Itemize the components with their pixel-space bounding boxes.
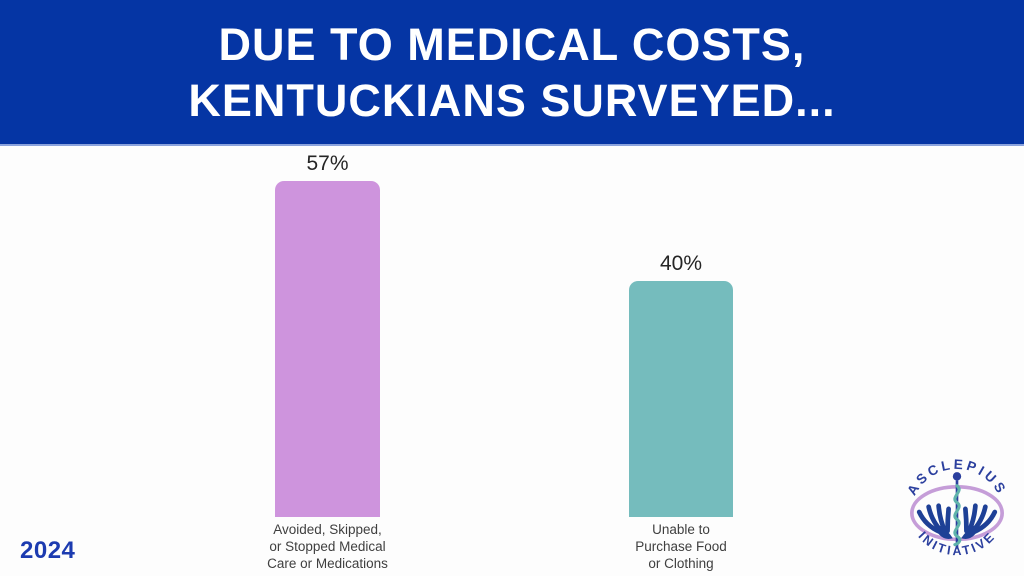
slide-title-line1: DUE TO MEDICAL COSTS, [218,19,806,70]
bar-unable-purchase-food-clothing [629,281,733,517]
rod-of-asclepius-icon [952,472,962,549]
slide-title-line2: KENTUCKIANS SURVEYED... [188,75,836,126]
bar-category-label: Unable to Purchase Food or Clothing [571,517,791,576]
bar-value-label: 40% [659,252,703,275]
bar-value-label: 57% [306,152,349,175]
bar-group-unable-purchase: 40% Unable to Purchase Food or Clothing [629,252,733,576]
bar-category-label: Avoided, Skipped, or Stopped Medical Car… [218,517,438,576]
asclepius-initiative-logo: ASCLEPIUS INITIATIVE [904,457,1007,558]
category-line: Purchase Food [635,539,727,554]
category-line: or Clothing [648,556,714,571]
bar-avoided-skipped-stopped-care [275,181,380,517]
category-line: or Stopped Medical [269,539,386,554]
bar-group-avoided-care: 57% Avoided, Skipped, or Stopped Medical… [267,152,388,576]
title-banner: DUE TO MEDICAL COSTS, KENTUCKIANS SURVEY… [0,0,1024,146]
left-palm [936,525,953,539]
category-line: Unable to [652,522,710,537]
category-line: Care or Medications [267,556,388,571]
right-palm [961,525,978,539]
category-line: Avoided, Skipped, [273,522,382,537]
year-label: 2024 [20,537,76,564]
